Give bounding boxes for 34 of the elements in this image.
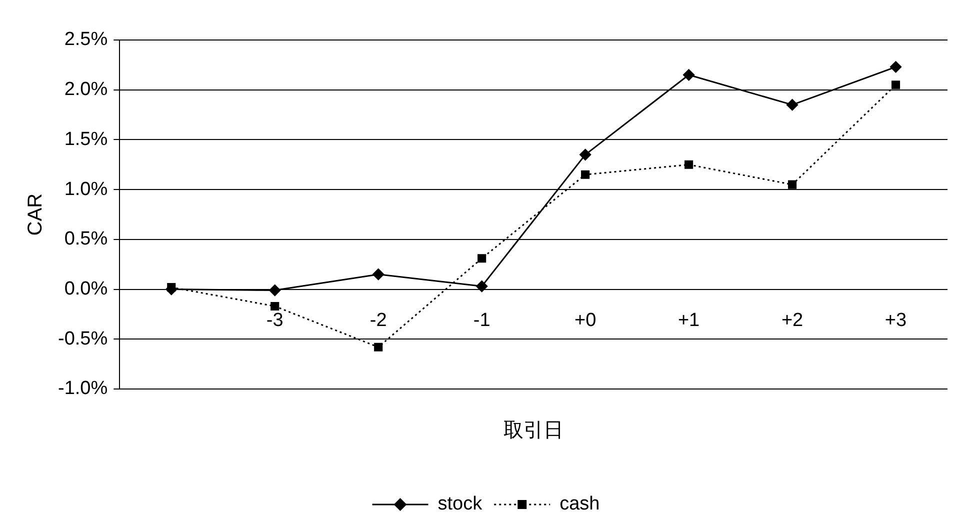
x-tick-label: -2 [370,310,387,331]
x-tick-label: -3 [266,310,284,331]
y-tick-label: 1.5% [64,128,108,150]
x-tick-label: +0 [574,310,596,331]
x-tick-label: +2 [781,310,804,331]
point [580,148,592,160]
legend-label: cash [560,494,600,515]
point [786,99,798,111]
point [890,61,902,73]
point [683,69,695,81]
point [684,160,694,169]
x-tick-label: +3 [884,310,907,331]
y-tick-label: -0.5% [58,328,108,350]
point [476,280,488,292]
point [167,283,176,292]
y-tick-label: 2.0% [64,79,108,100]
y-tick-label: 0.0% [64,278,108,300]
point [788,180,797,189]
y-tick-label: -1.0% [58,378,108,400]
x-tick-label: +1 [678,310,700,331]
point [478,254,486,263]
x-axis-title: 取引日 [504,420,564,442]
legend-label: stock [438,494,483,515]
y-axis-title: CAR [24,193,47,236]
point [270,302,280,311]
y-tick-label: 0.5% [64,228,108,250]
y-tick-label: 2.5% [64,29,108,50]
x-tick-label: -1 [473,310,490,331]
point [581,170,590,179]
point [269,284,281,296]
point [372,268,384,280]
y-tick-label: 1.0% [64,178,108,200]
point [374,342,383,352]
point [891,80,900,90]
